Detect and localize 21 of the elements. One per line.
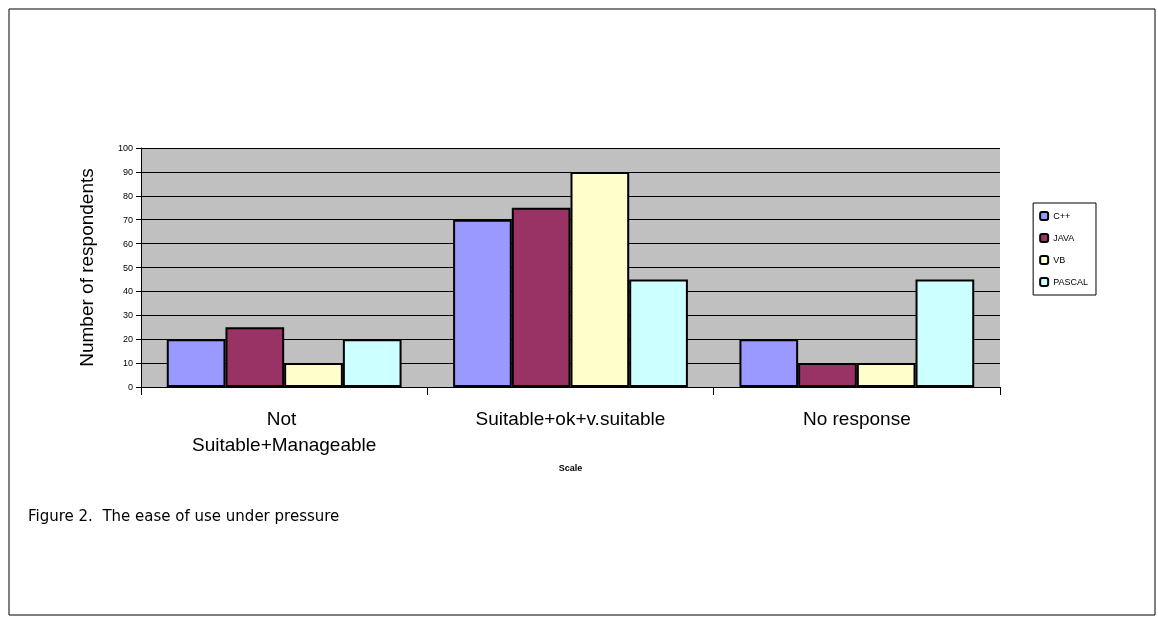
x-tick-label: Not Suitable+Manageable xyxy=(191,407,377,455)
y-tick-label: 0 xyxy=(127,382,133,392)
y-tick-label: 30 xyxy=(122,310,133,321)
x-axis-title: Scale xyxy=(558,462,583,473)
y-tick-label: 100 xyxy=(117,143,133,153)
legend-label: JAVA xyxy=(1053,233,1075,243)
y-tick-label: 90 xyxy=(122,166,133,177)
y-tick-label: 80 xyxy=(122,190,133,201)
y-tick-label: 60 xyxy=(122,238,133,249)
y-axis-title: Number of respondents xyxy=(76,168,97,367)
x-tick-label: Suitable+ok+v.suitable xyxy=(475,407,666,429)
x-tick-label: No response xyxy=(802,407,911,429)
caption: Figure 2. The ease of use under pressure xyxy=(28,506,340,525)
y-tick-label: 40 xyxy=(122,286,133,297)
y-tick-label: 70 xyxy=(122,214,133,225)
legend-label: VB xyxy=(1053,255,1066,265)
legend-label: C++ xyxy=(1053,211,1071,221)
legend-label: PASCAL xyxy=(1053,277,1089,287)
y-tick-label: 50 xyxy=(122,262,133,273)
y-tick-label: 10 xyxy=(122,358,133,369)
y-tick-label: 20 xyxy=(122,334,133,345)
